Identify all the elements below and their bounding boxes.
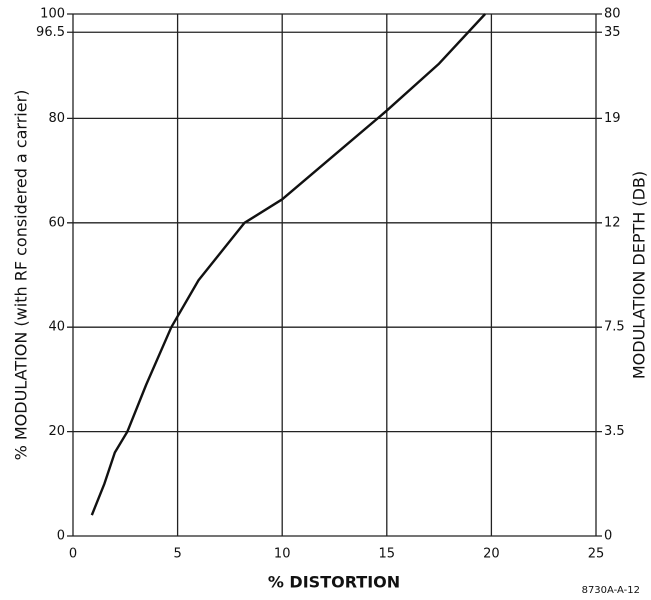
y-tick-label: 100 bbox=[40, 7, 65, 22]
x-tick-label: 15 bbox=[379, 547, 396, 562]
y-tick-label: 40 bbox=[48, 320, 65, 335]
data-line bbox=[90, 13, 487, 516]
y-tick-label: 20 bbox=[48, 424, 65, 439]
x-tick-label: 0 bbox=[69, 547, 77, 562]
x-tick-label: 10 bbox=[274, 547, 291, 562]
y2-tick-label: 3.5 bbox=[604, 424, 625, 439]
y-tick-label: 96.5 bbox=[36, 25, 65, 40]
x-tick-label: 5 bbox=[173, 547, 181, 562]
x-axis-label: % DISTORTION bbox=[268, 573, 400, 592]
y-tick-label: 0 bbox=[57, 529, 65, 544]
y2-tick-label: 80 bbox=[604, 7, 621, 22]
y2-tick-label: 7.5 bbox=[604, 320, 625, 335]
annotation: 8730A-A-12 bbox=[582, 585, 640, 596]
y2-tick-label: 12 bbox=[604, 215, 621, 230]
y2-tick-label: 19 bbox=[604, 111, 621, 126]
y-axis-label: % MODULATION (with RF considered a carri… bbox=[12, 90, 31, 461]
y2-axis-label: MODULATION DEPTH (DB) bbox=[630, 171, 649, 379]
y2-tick-label: 35 bbox=[604, 25, 621, 40]
x-tick-label: 20 bbox=[483, 547, 500, 562]
y-tick-label: 80 bbox=[48, 111, 65, 126]
y2-tick-label: 0 bbox=[604, 529, 612, 544]
y-tick-label: 60 bbox=[48, 215, 65, 230]
x-tick-label: 25 bbox=[588, 547, 605, 562]
